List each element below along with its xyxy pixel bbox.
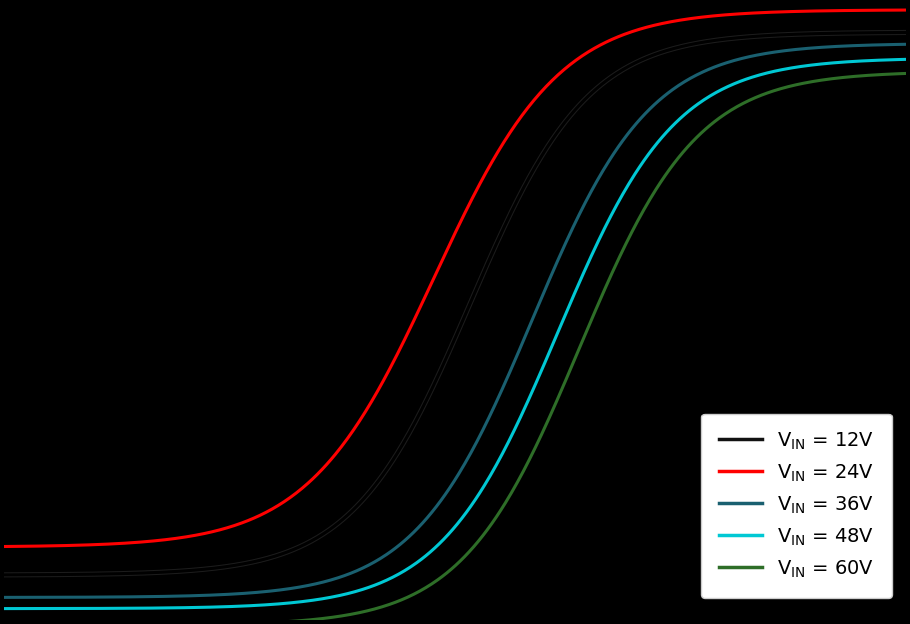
Legend: V$_{\mathrm{IN}}$ = 12V, V$_{\mathrm{IN}}$ = 24V, V$_{\mathrm{IN}}$ = 36V, V$_{\: V$_{\mathrm{IN}}$ = 12V, V$_{\mathrm{IN}… bbox=[702, 414, 892, 598]
